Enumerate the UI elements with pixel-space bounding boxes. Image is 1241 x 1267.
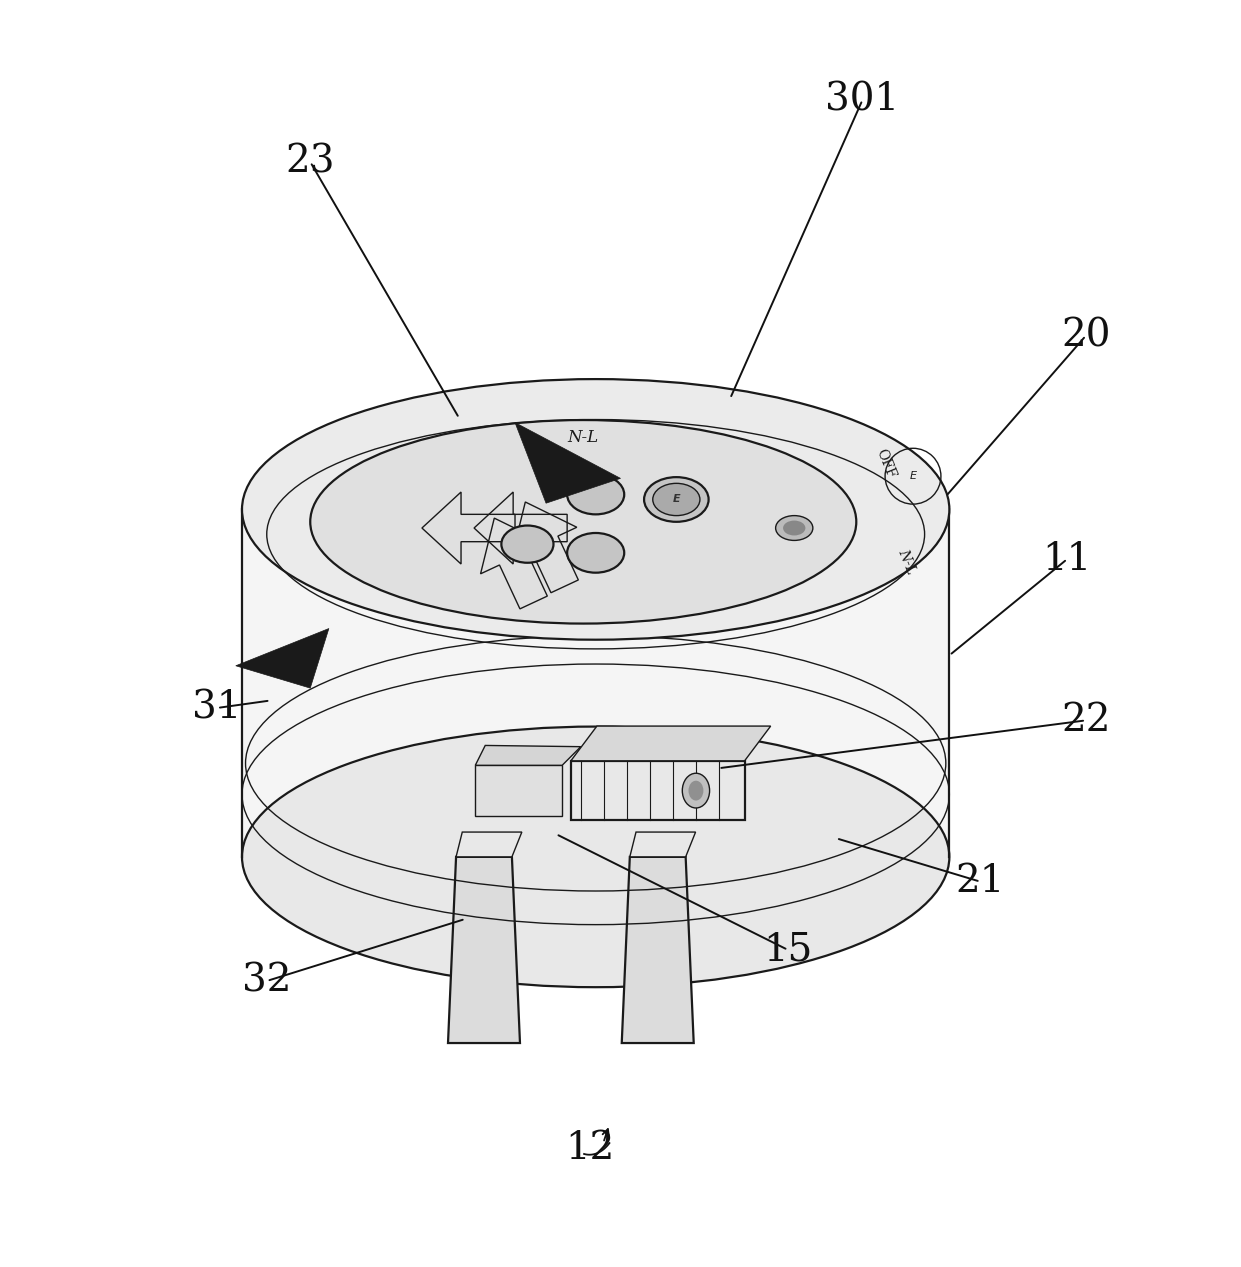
Polygon shape xyxy=(457,832,521,856)
Text: 23: 23 xyxy=(285,143,335,180)
Text: 12: 12 xyxy=(565,1130,614,1167)
Ellipse shape xyxy=(567,533,624,573)
Ellipse shape xyxy=(783,521,805,536)
Ellipse shape xyxy=(683,773,710,808)
Ellipse shape xyxy=(567,475,624,514)
Ellipse shape xyxy=(653,483,700,516)
Text: 15: 15 xyxy=(763,931,813,968)
Text: 301: 301 xyxy=(825,81,900,118)
Text: E: E xyxy=(673,494,680,504)
Ellipse shape xyxy=(310,421,856,623)
Polygon shape xyxy=(475,745,581,765)
Polygon shape xyxy=(571,760,745,821)
Polygon shape xyxy=(448,856,520,1043)
Ellipse shape xyxy=(689,780,704,801)
Polygon shape xyxy=(515,422,620,503)
Text: 31: 31 xyxy=(192,689,242,726)
Polygon shape xyxy=(242,509,949,856)
Ellipse shape xyxy=(776,516,813,541)
Ellipse shape xyxy=(644,478,709,522)
Text: 11: 11 xyxy=(1042,541,1092,578)
Polygon shape xyxy=(236,628,329,688)
Ellipse shape xyxy=(242,726,949,987)
Text: OFF: OFF xyxy=(874,447,898,480)
Text: 21: 21 xyxy=(956,863,1005,900)
Polygon shape xyxy=(622,856,694,1043)
Polygon shape xyxy=(475,765,562,816)
Ellipse shape xyxy=(501,526,553,563)
Text: 22: 22 xyxy=(1061,702,1111,739)
Polygon shape xyxy=(571,726,771,760)
Text: N-L: N-L xyxy=(896,547,918,576)
Text: 32: 32 xyxy=(242,963,292,1000)
Polygon shape xyxy=(630,832,695,856)
Text: 20: 20 xyxy=(1061,317,1111,355)
Text: E: E xyxy=(910,471,917,481)
Text: N-L: N-L xyxy=(567,430,599,446)
Ellipse shape xyxy=(242,379,949,640)
